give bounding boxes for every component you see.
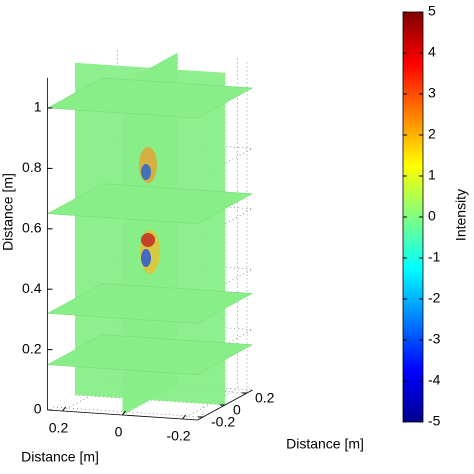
colorbar-tick-label: -1 (428, 249, 441, 265)
x-tick (122, 410, 126, 416)
colorbar-tick-label: -3 (428, 331, 441, 347)
colorbar-tick-label: -5 (428, 413, 441, 429)
x-tick-label: 0 (115, 424, 123, 440)
x-tick-label: -0.2 (166, 428, 190, 444)
y-tick-label: -0.2 (211, 414, 235, 430)
x-tick-label: 0.2 (49, 420, 69, 436)
z-tick-label: 0.6 (22, 220, 42, 236)
target-blobs (139, 147, 160, 274)
colorbar-tick-label: 1 (428, 167, 436, 183)
plot-area: 00.20.40.60.810.2 0 -0.2-0.200.2 (22, 48, 275, 444)
slice-plane-z (46, 183, 254, 224)
z-tick-label: 0.2 (22, 340, 42, 356)
colorbar-tick-label: 5 (428, 3, 436, 19)
z-tick-label: 1 (34, 99, 42, 115)
colorbar-label: Intensity (453, 189, 469, 241)
x-tick (62, 406, 66, 412)
z-axis-label: Distance [m] (0, 173, 16, 251)
colorbar-tick-label: -2 (428, 290, 441, 306)
z-tick-label: 0 (34, 401, 42, 417)
colorbar-tick-label: -4 (428, 372, 441, 388)
slice-plane-z (46, 334, 254, 375)
z-tick-label: 0.8 (22, 159, 42, 175)
colorbar-tick-label: 2 (428, 126, 436, 142)
slice-plane-z (46, 77, 254, 119)
grid-line (182, 56, 238, 420)
z-tick-label: 0.4 (22, 280, 42, 296)
colorbar-tick-label: 0 (428, 208, 436, 224)
colorbar-tick-label: 3 (428, 85, 436, 101)
y-tick-label: 0 (233, 402, 241, 418)
x-axis-label: Distance [m] (21, 449, 99, 465)
y-tick-label: 0.2 (255, 390, 275, 406)
y-axis-label: Distance [m] (286, 436, 364, 452)
x-tick (182, 414, 186, 420)
colorbar-tick-label: 4 (428, 44, 436, 60)
slice-plane-z (46, 283, 254, 324)
